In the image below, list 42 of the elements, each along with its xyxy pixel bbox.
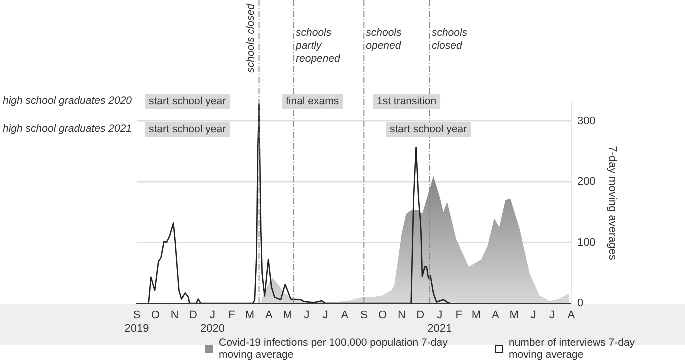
x-tick-label: A [341, 309, 350, 322]
y-axis-title: 7-day moving averages [606, 146, 618, 261]
y-tick-label: 100 [577, 236, 596, 249]
x-tick-label: F [228, 309, 236, 322]
legend-label: Covid-19 infections per 100,000 population 7-day moving average [219, 337, 449, 361]
text: high school graduates 2021 [3, 122, 132, 135]
x-tick-label: J [549, 309, 555, 322]
x-tick-label: J [304, 309, 310, 322]
legend-label: number of interviews 7-day moving average [509, 337, 636, 361]
x-tick-label: J 2020 [200, 309, 225, 336]
annotation: final exams [286, 95, 340, 108]
annotation: start school year [149, 123, 227, 136]
x-tick-label: J 2021 [428, 309, 452, 336]
x-tick-label: N [398, 309, 406, 322]
x-tick-label: M [510, 309, 519, 322]
y-tick-label: 0 [577, 298, 584, 310]
ref-line-label: schools partly reopened [295, 27, 342, 66]
x-tick-label: D [416, 309, 425, 322]
x-tick-label: A [568, 309, 576, 322]
text: high school graduates 2020 [3, 94, 132, 107]
annotation: 1st transition [377, 95, 437, 108]
x-tick-label: J [530, 309, 536, 322]
x-tick-label: J [322, 309, 328, 322]
x-tick-label: F [456, 309, 463, 322]
ref-line-label: schools closed [432, 27, 468, 52]
ref-line-label: schools closed [244, 2, 257, 73]
x-tick-label: M [245, 309, 255, 322]
x-tick-label: M [283, 309, 292, 322]
x-tick-label: O [151, 309, 160, 322]
x-tick-label: O [378, 309, 388, 322]
x-tick-label: S 2019 [124, 309, 150, 336]
x-tick-label: A [492, 309, 500, 322]
ref-line-label: schools opened [366, 27, 403, 52]
y-tick-label: 200 [577, 176, 596, 188]
x-tick-label: D [190, 309, 198, 322]
annotation: start school year [149, 95, 227, 108]
x-tick-label: A [266, 309, 274, 322]
x-tick-label: M [472, 309, 482, 322]
x-tick-label: S [360, 309, 368, 322]
x-tick-label: N [170, 309, 179, 322]
y-tick-label: 300 [577, 115, 596, 128]
annotation: start school year [390, 123, 468, 136]
